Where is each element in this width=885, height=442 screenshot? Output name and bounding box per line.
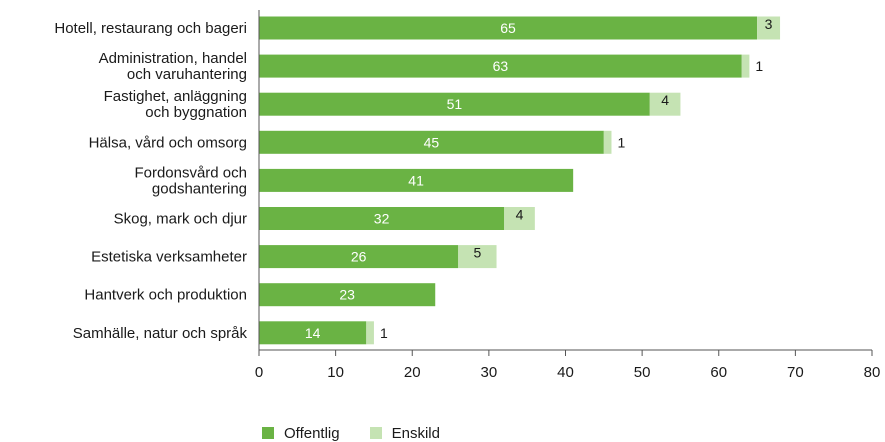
category-label: Skog, mark och djur — [114, 211, 247, 228]
data-label-offentlig: 23 — [339, 287, 355, 303]
bar-chart: Hotell, restaurang och bageri 65 3 Administ… — [54, 10, 881, 381]
data-label-offentlig: 26 — [351, 249, 367, 265]
data-label-enskild: 4 — [516, 207, 524, 223]
x-tick-label: 20 — [404, 364, 421, 381]
category-label-line: Fordonsvård och — [134, 164, 247, 181]
x-tick-label: 50 — [634, 364, 651, 381]
data-label-enskild: 1 — [617, 134, 625, 150]
data-label-offentlig: 32 — [374, 211, 390, 227]
category-label-line: godshantering — [152, 180, 247, 197]
bar-offentlig — [259, 207, 505, 230]
bar-offentlig — [259, 283, 436, 307]
bar-offentlig — [259, 321, 367, 345]
data-label-enskild: 4 — [661, 92, 669, 108]
x-tick-label: 70 — [787, 364, 804, 381]
legend-swatch-offentlig — [262, 427, 274, 439]
category-label-line: Hantverk och produktion — [84, 287, 247, 304]
bar-enskild — [504, 207, 535, 230]
category-label-line: Skog, mark och djur — [114, 211, 247, 228]
x-tick-label: 10 — [327, 364, 344, 381]
category-label-line: Fastighet, anläggning — [104, 88, 247, 105]
category-label: Hantverk och produktion — [84, 287, 247, 304]
data-label-offentlig: 41 — [408, 172, 424, 188]
legend-swatch-enskild — [369, 427, 382, 439]
data-label-offentlig: 14 — [305, 325, 321, 341]
data-label-offentlig: 51 — [447, 96, 463, 112]
data-label-enskild: 1 — [755, 58, 763, 74]
x-tick-label: 0 — [255, 364, 263, 381]
category-label-line: Estetiska verksamheter — [91, 249, 247, 266]
data-label-enskild: 5 — [473, 245, 481, 261]
legend-label-enskild: Enskild — [391, 424, 440, 442]
data-label-enskild: 3 — [765, 16, 773, 32]
legend-item-enskild: Enskild — [369, 424, 440, 442]
bar-enskild — [366, 321, 374, 345]
data-label-offentlig: 45 — [424, 134, 440, 150]
bar-offentlig — [259, 245, 459, 269]
bar-offentlig — [259, 130, 604, 154]
legend-label-offentlig: Offentlig — [284, 424, 340, 442]
data-label-enskild: 1 — [380, 325, 388, 341]
category-label-line: Hotell, restaurang och bageri — [54, 20, 247, 37]
x-tick-label: 40 — [557, 364, 574, 381]
bar-offentlig — [259, 16, 758, 40]
category-label-line: Administration, handel — [99, 50, 247, 67]
x-tick-label: 80 — [864, 364, 881, 381]
bar-enskild — [603, 130, 612, 154]
category-label-line: Hälsa, vård och omsorg — [89, 134, 247, 151]
bar-enskild — [649, 92, 681, 116]
category-label: Administration, handel och varuhantering — [99, 50, 247, 83]
bar-enskild — [458, 245, 497, 269]
x-tick-label: 30 — [481, 364, 498, 381]
x-tick-label: 60 — [710, 364, 727, 381]
bar-offentlig — [259, 168, 574, 192]
data-label-offentlig: 63 — [493, 58, 509, 74]
category-label-line: Samhälle, natur och språk — [73, 325, 248, 342]
category-label: Fordonsvård och godshantering — [134, 164, 247, 197]
bar-enskild — [741, 54, 750, 78]
bar-offentlig — [259, 54, 742, 78]
category-label: Fastighet, anläggning och byggnation — [104, 88, 247, 121]
category-label: Estetiska verksamheter — [91, 249, 247, 266]
legend: Offentlig Enskild — [262, 424, 470, 442]
category-label: Samhälle, natur och språk — [73, 325, 248, 342]
category-label-line: och byggnation — [145, 104, 247, 121]
legend-item-offentlig: Offentlig — [262, 425, 340, 442]
data-label-offentlig: 65 — [500, 20, 516, 36]
category-label: Hälsa, vård och omsorg — [89, 134, 247, 151]
bar-enskild — [757, 16, 781, 40]
bar-offentlig — [259, 92, 650, 116]
category-label: Hotell, restaurang och bageri — [54, 20, 247, 37]
category-label-line: och varuhantering — [127, 66, 247, 83]
